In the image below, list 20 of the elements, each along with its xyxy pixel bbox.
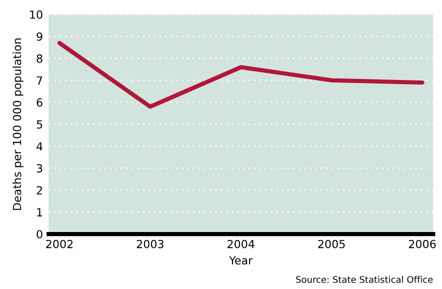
x-axis-title: Year <box>229 256 253 265</box>
y-tick-label: 9 <box>36 32 42 41</box>
y-tick-label: 10 <box>30 10 42 19</box>
x-tick-label: 2006 <box>408 240 436 248</box>
source-note: Source: State Statistical Office <box>296 276 433 283</box>
x-tick-label: 2004 <box>228 240 254 248</box>
x-tick-label: 2005 <box>318 240 345 248</box>
y-tick-label: 5 <box>36 120 42 129</box>
line-series <box>57 40 424 109</box>
y-tick-label: 2 <box>36 186 42 194</box>
y-axis-title: Deaths per 100 000 population <box>12 38 24 210</box>
y-tick-label: 3 <box>36 164 42 173</box>
y-tick-label: 0 <box>36 230 42 238</box>
x-tick-label: 2002 <box>46 240 73 248</box>
y-tick-label: 6 <box>36 98 42 107</box>
y-tick-label: 8 <box>36 54 42 63</box>
x-tick-label: 2003 <box>136 240 164 248</box>
y-tick-label: 4 <box>36 142 42 150</box>
y-tick-label: 1 <box>37 208 42 216</box>
y-tick-label: 7 <box>36 76 42 85</box>
